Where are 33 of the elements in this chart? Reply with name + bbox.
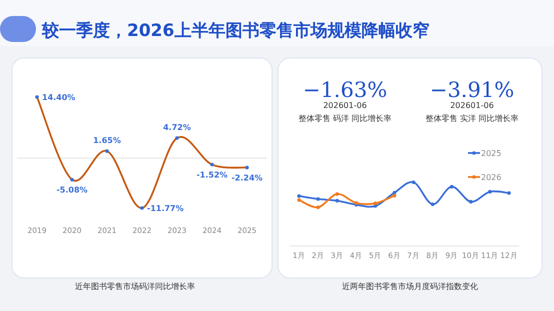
text: 202601-06 (450, 101, 494, 110)
text: 近年图书零售市场码洋同比增长率 (75, 282, 195, 291)
data-label: 14.40% (42, 93, 76, 102)
data-label: -2.24% (231, 174, 263, 183)
point (316, 205, 320, 210)
point (392, 194, 396, 198)
point (316, 197, 320, 201)
legend-label: 2026 (481, 173, 502, 182)
text: 整体零售 码洋 同比增长率 (298, 114, 392, 123)
legend-label: 2025 (481, 149, 502, 158)
point (297, 194, 301, 198)
data-label: -11.77% (147, 204, 184, 213)
data-label: 4.72% (163, 123, 191, 132)
data-label: 1.65% (93, 136, 121, 146)
text: 202601-06 (323, 101, 367, 110)
data-label: -1.52% (196, 170, 228, 180)
chart-title: 较一季度，2026上半年图书零售市场规模降幅收窄 (41, 21, 430, 41)
point (488, 190, 492, 194)
text: 近两年图书零售市场月度码洋指数变化 (342, 282, 478, 291)
text: −3.91% (430, 78, 514, 102)
point (374, 202, 378, 206)
point (469, 200, 473, 204)
data-label: -5.08% (56, 186, 88, 195)
point (335, 192, 339, 196)
point (412, 180, 416, 184)
point (430, 202, 434, 206)
point (297, 198, 301, 202)
text: −1.63% (302, 78, 388, 102)
text: 整体零售 实洋 同比增长率 (425, 114, 519, 123)
point (335, 198, 339, 203)
point (450, 184, 454, 188)
point (392, 190, 396, 194)
point (507, 191, 511, 195)
